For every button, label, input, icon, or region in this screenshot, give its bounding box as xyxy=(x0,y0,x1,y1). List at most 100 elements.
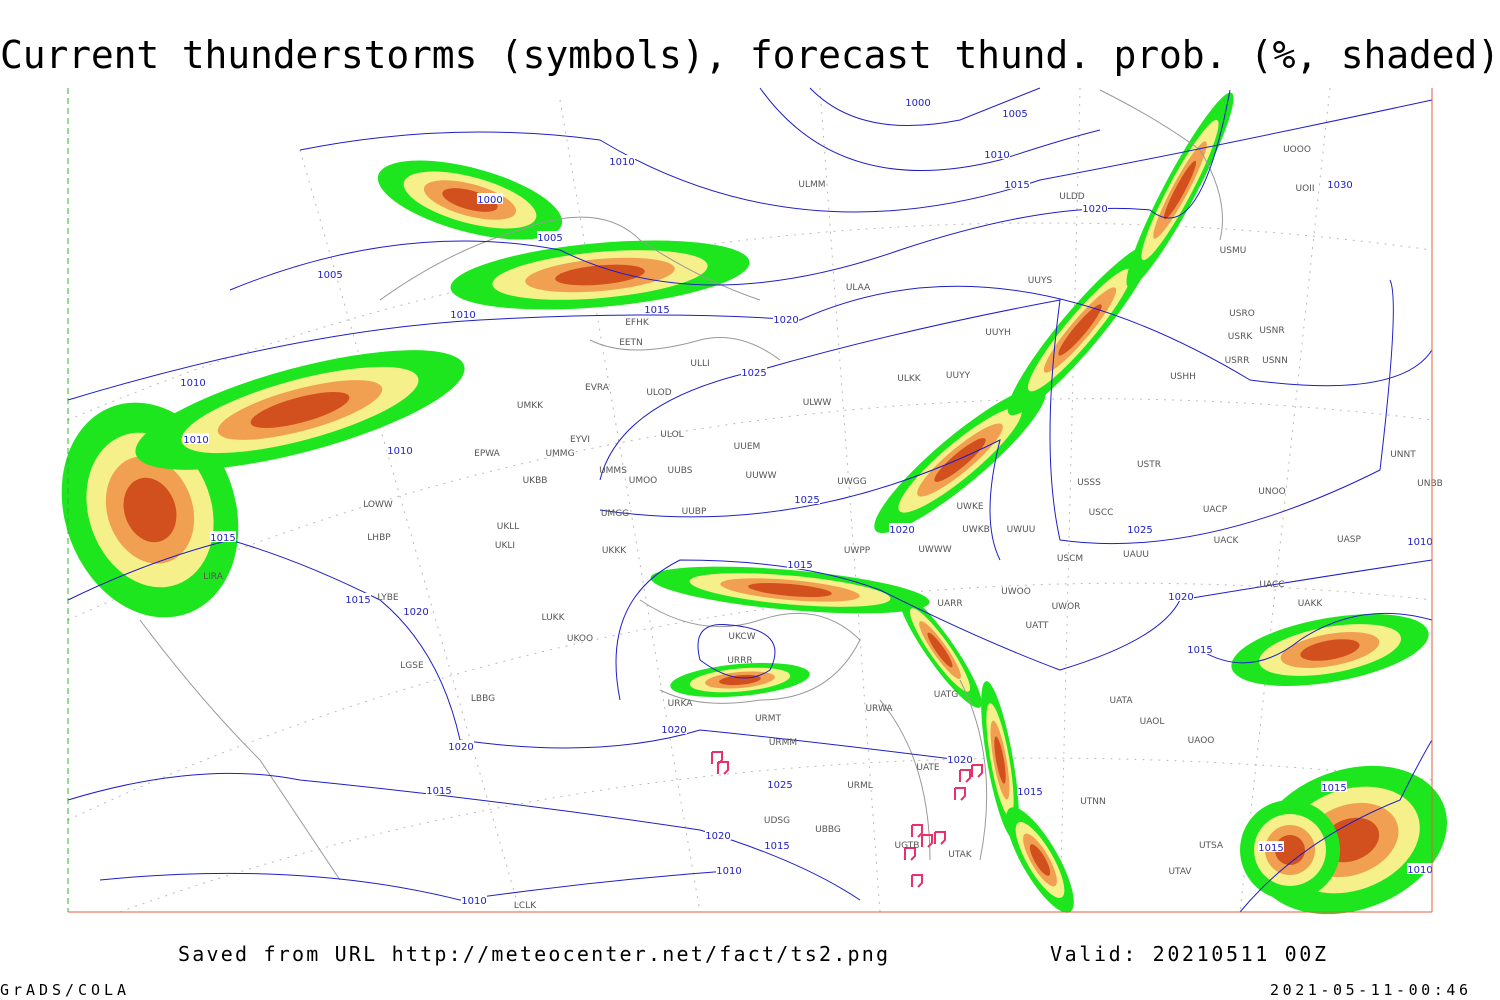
isobar-label: 1010 xyxy=(609,157,634,168)
isobar-label: 1010 xyxy=(180,378,205,389)
station-label: USRK xyxy=(1228,332,1254,342)
isobar xyxy=(299,99,1433,213)
station-label: USHH xyxy=(1170,372,1196,382)
label-halo xyxy=(210,531,236,542)
station-label: URRR xyxy=(727,656,752,666)
station-label: EETN xyxy=(619,338,643,348)
isobar-label: 1010 xyxy=(1407,865,1432,876)
station-label: URML xyxy=(847,781,873,791)
graticule-line xyxy=(559,99,701,913)
isobar-label: 1025 xyxy=(1127,525,1152,536)
isobar-label: 1025 xyxy=(767,780,792,791)
station-label: UKCW xyxy=(728,632,755,642)
station-label: UUWW xyxy=(746,471,777,481)
label-halo xyxy=(448,740,474,751)
label-halo xyxy=(644,303,670,314)
isobar-label: 1000 xyxy=(477,195,502,206)
map-labels: 1000 1005 1010 1015 1020 1030 1010 1000 1005 1005… xyxy=(180,96,1443,911)
station-label: URWA xyxy=(865,704,893,714)
isobar xyxy=(67,772,861,901)
station-label: EYVI xyxy=(570,435,590,445)
station-label: EFHK xyxy=(625,318,650,328)
isobar-label: 1015 xyxy=(1017,787,1042,798)
thunderstorm-symbol xyxy=(911,824,923,838)
isobar-label: 1015 xyxy=(1321,783,1346,794)
station-label: UWKB xyxy=(962,525,990,535)
station-label: UKLL xyxy=(497,522,520,532)
graticule-line xyxy=(1059,87,1081,913)
station-label: UGTB xyxy=(895,841,920,851)
station-label: UWGG xyxy=(837,477,866,487)
label-halo xyxy=(1187,643,1213,654)
label-halo xyxy=(1321,781,1347,792)
station-label: UUBS xyxy=(668,466,693,476)
probability-area xyxy=(1300,639,1360,661)
label-halo xyxy=(1004,178,1030,189)
station-label: LOWW xyxy=(363,500,393,510)
thunderstorm-symbol xyxy=(921,834,933,848)
station-label: USMU xyxy=(1220,246,1247,256)
coastline xyxy=(879,679,988,861)
station-label: UATA xyxy=(1109,696,1133,706)
thunderstorm-symbol xyxy=(934,831,946,845)
station-label: UAKK xyxy=(1298,599,1324,609)
isobar-label: 1020 xyxy=(773,315,798,326)
isobar-label: 1025 xyxy=(741,368,766,379)
station-label: UUYY xyxy=(946,371,971,381)
station-label: UKBB xyxy=(523,476,548,486)
station-label: UTSA xyxy=(1199,841,1224,851)
isobar-label: 1015 xyxy=(426,786,451,797)
probability-area xyxy=(927,632,953,668)
isobar-label: 1020 xyxy=(889,525,914,536)
label-halo xyxy=(984,148,1010,159)
station-label: UUBP xyxy=(682,507,707,517)
station-label: UAUU xyxy=(1123,550,1149,560)
station-label: LBBG xyxy=(471,694,495,704)
label-halo xyxy=(183,433,209,444)
coastline xyxy=(139,619,341,881)
isobar xyxy=(1199,612,1433,664)
station-label: USCC xyxy=(1089,508,1114,518)
isobar xyxy=(67,539,961,761)
label-halo xyxy=(461,894,487,905)
station-label: EPWA xyxy=(474,449,501,459)
probability-area xyxy=(748,582,832,598)
station-label: EVRA xyxy=(585,383,610,393)
station-label: UWKE xyxy=(956,502,983,512)
isobar xyxy=(99,869,741,901)
station-label: ULLI xyxy=(690,359,709,369)
station-label: URMM xyxy=(769,738,797,748)
label-halo xyxy=(787,558,813,569)
station-label: UATE xyxy=(916,763,940,773)
label-halo xyxy=(889,523,915,534)
station-label: UARR xyxy=(937,599,962,609)
station-label: USTR xyxy=(1137,460,1161,470)
isobar-label: 1005 xyxy=(1002,109,1027,120)
thunderstorm-symbol xyxy=(911,874,923,888)
isobar-label: 1010 xyxy=(183,435,208,446)
map-title: Current thunderstorms (symbols), forecas… xyxy=(0,33,1500,77)
station-label: UMMS xyxy=(599,466,627,476)
station-label: UAOL xyxy=(1140,717,1165,727)
station-label: UMMG xyxy=(545,449,574,459)
isobar-label: 1020 xyxy=(947,755,972,766)
coastline xyxy=(1099,89,1223,241)
isobar-label: 1020 xyxy=(448,742,473,753)
station-label: ULDD xyxy=(1059,192,1085,202)
label-halo xyxy=(705,829,731,840)
isobar-label: 1010 xyxy=(984,150,1009,161)
station-label: UNNT xyxy=(1390,450,1416,460)
station-label: UACP xyxy=(1203,505,1228,515)
station-label: ULMM xyxy=(798,180,825,190)
station-label: ULOL xyxy=(660,430,683,440)
isobar xyxy=(615,559,1433,701)
coastline xyxy=(589,337,781,361)
station-label: UWPP xyxy=(844,546,871,556)
station-label: UKKK xyxy=(602,546,627,556)
station-label: UNBB xyxy=(1417,479,1443,489)
station-label: USRR xyxy=(1225,356,1250,366)
coastline xyxy=(639,599,861,704)
label-halo xyxy=(345,593,371,604)
station-label: UTAK xyxy=(948,850,973,860)
